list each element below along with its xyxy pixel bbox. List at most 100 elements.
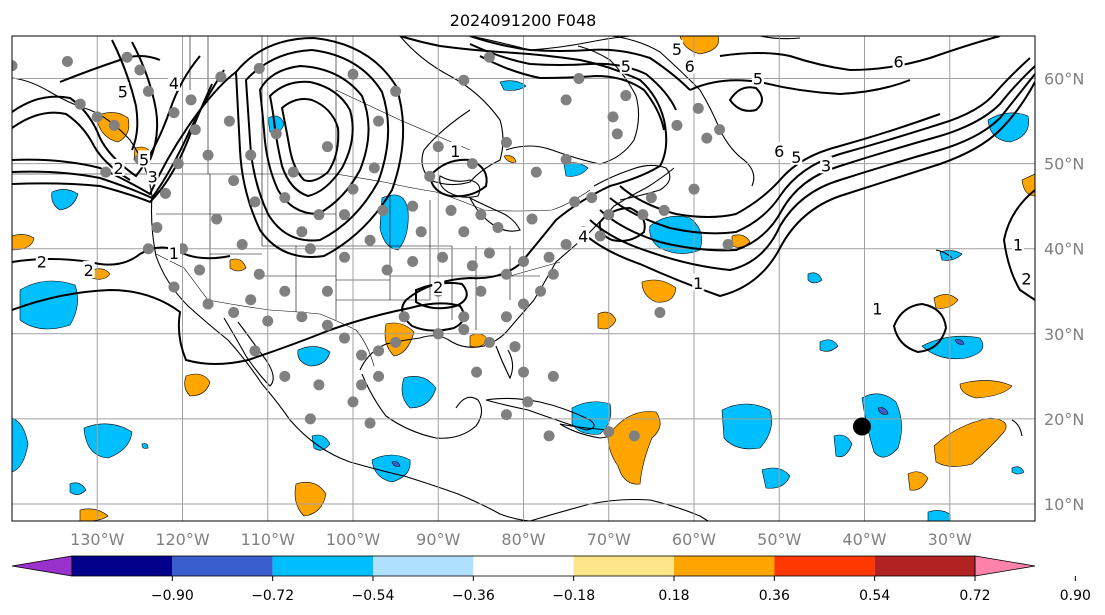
station-marker (543, 251, 555, 263)
lat-tick-label: 10°N (1044, 495, 1084, 514)
station-marker (228, 175, 240, 187)
contour-label-bg (751, 69, 764, 87)
contour-label: 1 (872, 299, 882, 318)
station-marker (168, 107, 180, 119)
station-marker (211, 213, 223, 225)
coastline (759, 36, 801, 40)
station-marker (249, 196, 261, 208)
station-marker (398, 311, 410, 323)
station-marker (296, 311, 308, 323)
contour-line (12, 246, 231, 266)
highlight-marker (852, 417, 871, 436)
station-marker (586, 192, 598, 204)
anomaly-patch (1011, 466, 1025, 475)
station-marker (466, 158, 478, 170)
contour-label: 2 (84, 261, 94, 280)
anomaly-patch (294, 482, 327, 517)
station-marker (500, 311, 512, 323)
station-markers (12, 51, 734, 442)
anomaly-patch (391, 461, 401, 467)
station-marker (518, 255, 529, 267)
anomaly-patch (1021, 173, 1035, 197)
station-marker (603, 209, 615, 221)
contour-label: 4 (578, 227, 588, 246)
contour-label-bg (138, 150, 151, 168)
anomaly-patch (311, 434, 331, 451)
anomaly-patch (563, 162, 589, 177)
station-marker (228, 307, 240, 319)
colorbar-segment (573, 556, 674, 576)
anomaly-patch (954, 339, 965, 345)
anomaly-patch (51, 189, 79, 211)
station-marker (637, 209, 649, 221)
station-marker (373, 345, 385, 357)
lon-tick-label: 80°W (501, 530, 545, 549)
anomaly-patch (184, 373, 211, 397)
contour-label: 6 (774, 142, 784, 161)
station-marker (390, 85, 402, 97)
contour-line (619, 113, 941, 218)
station-marker (424, 170, 436, 182)
anomaly-patch (761, 467, 791, 489)
longitude-labels: 130°W 120°W 110°W 100°W 90°W 80°W 70°W 60°W 50°W… (70, 530, 972, 549)
contour-line (280, 98, 340, 182)
colorbar-segment (172, 556, 273, 576)
station-marker (522, 396, 534, 408)
contour-label: 2 (433, 278, 443, 297)
station-marker (658, 204, 670, 216)
contour-line (12, 36, 668, 365)
anomaly-patch (921, 335, 984, 360)
contour-label: 5 (791, 148, 801, 167)
station-marker (270, 128, 282, 140)
station-marker (364, 417, 376, 429)
station-marker (245, 149, 257, 161)
anomaly-patch (79, 508, 109, 521)
contour-label-bg (619, 56, 632, 74)
contour-label-bg (1011, 235, 1024, 253)
anomaly-patch (933, 417, 1007, 467)
station-marker (368, 162, 380, 174)
station-marker (620, 90, 632, 102)
station-marker (432, 328, 444, 340)
station-marker (377, 204, 389, 216)
station-marker (121, 51, 133, 63)
contour-label-bg (449, 141, 462, 159)
anomaly-patch (597, 311, 617, 330)
contour-label-bg (670, 39, 683, 57)
station-marker (543, 430, 555, 442)
station-marker (458, 311, 470, 323)
contour-label-bg (683, 56, 696, 74)
station-marker (338, 332, 350, 344)
contour-label: 5 (118, 82, 128, 101)
station-marker (223, 115, 235, 127)
station-marker (356, 349, 368, 361)
us-mexico-border (155, 253, 375, 367)
station-marker (628, 430, 640, 442)
contour-label-bg (871, 299, 884, 317)
contour-line (268, 80, 354, 198)
contour-label-bg (116, 82, 129, 100)
station-marker (245, 294, 257, 306)
station-marker (189, 124, 201, 136)
station-marker (475, 285, 487, 297)
coastline (439, 175, 481, 198)
colorbar-tick-label: −0.36 (452, 588, 495, 604)
colorbar-extend-low (11, 555, 73, 577)
coastline (1011, 419, 1023, 437)
station-marker (313, 379, 325, 391)
station-marker (518, 298, 529, 310)
latitude-labels: 60°N 50°N 40°N 30°N 20°N 10°N (1044, 70, 1084, 514)
contour-line (131, 41, 159, 161)
contour-label: 4 (169, 74, 179, 93)
station-marker (347, 183, 359, 195)
station-marker (483, 51, 495, 63)
station-marker (253, 62, 265, 74)
anomaly-patch (861, 393, 902, 458)
station-marker (654, 307, 666, 319)
colorbar-segment (72, 556, 173, 576)
coastline (359, 167, 675, 371)
colorbar-tick-label: 0.72 (959, 588, 990, 604)
contour-line (12, 71, 237, 196)
lon-tick-label: 90°W (416, 530, 460, 549)
